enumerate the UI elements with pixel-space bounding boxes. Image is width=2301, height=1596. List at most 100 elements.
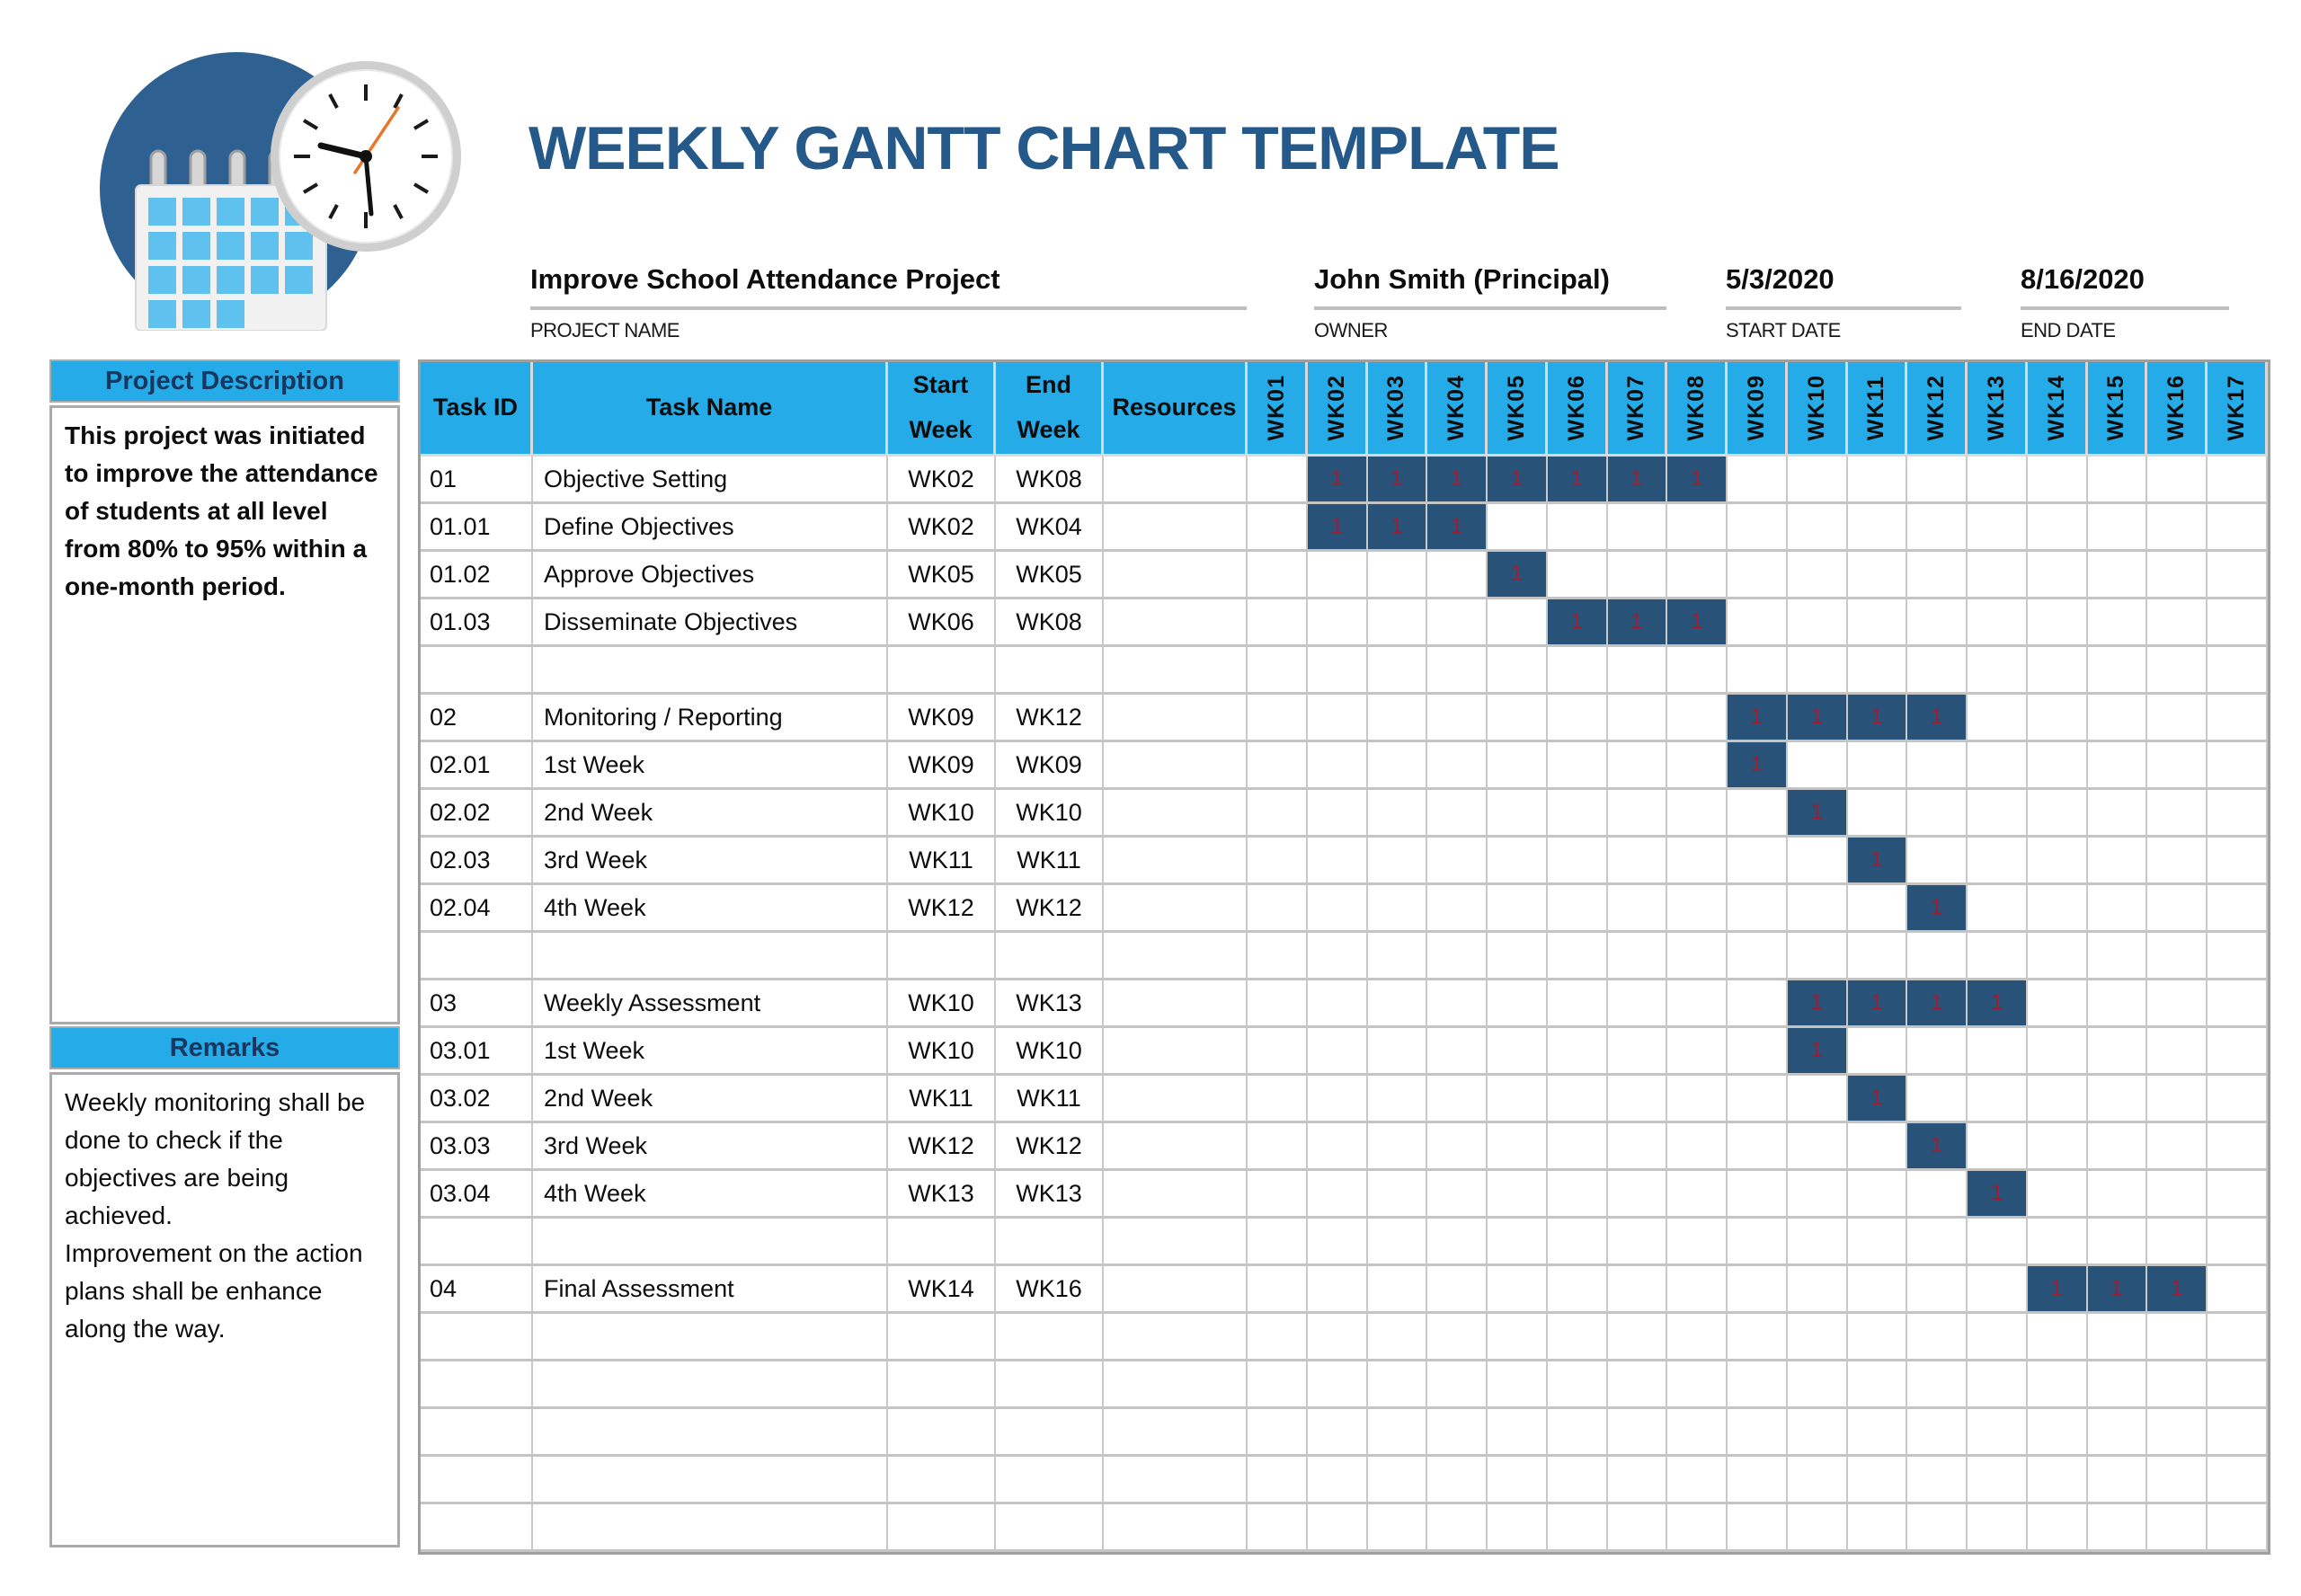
remarks-text: Weekly monitoring shall be done to check… bbox=[49, 1072, 400, 1547]
week-cell bbox=[1547, 1361, 1608, 1409]
week-cell bbox=[2208, 695, 2268, 742]
week-cell bbox=[2027, 1457, 2088, 1504]
week-cell bbox=[1427, 1076, 1488, 1123]
week-cell bbox=[1307, 1266, 1368, 1314]
end-week-cell: WK16 bbox=[996, 1266, 1104, 1314]
week-cell bbox=[1907, 1219, 1968, 1266]
week-cell bbox=[1968, 1266, 2028, 1314]
week-cell bbox=[1547, 790, 1608, 838]
week-cell bbox=[2027, 504, 2088, 552]
end-week-cell bbox=[996, 1409, 1104, 1457]
gantt-bar-cell: 1 bbox=[1607, 599, 1668, 647]
week-cell bbox=[2147, 1171, 2208, 1219]
task-id-cell: 02.04 bbox=[421, 885, 533, 933]
week-cell bbox=[1427, 647, 1488, 695]
owner-value: John Smith (Principal) bbox=[1314, 263, 1610, 295]
start-week-cell: WK10 bbox=[888, 790, 996, 838]
week-cell bbox=[1847, 1361, 1908, 1409]
week-header-wk09: WK09 bbox=[1728, 362, 1788, 457]
week-cell bbox=[2087, 1409, 2148, 1457]
week-cell bbox=[1488, 504, 1548, 552]
week-cell bbox=[1607, 933, 1668, 980]
week-cell bbox=[2208, 885, 2268, 933]
week-cell bbox=[1667, 1457, 1728, 1504]
week-cell bbox=[1248, 980, 1308, 1028]
resources-cell bbox=[1104, 1314, 1248, 1361]
week-cell bbox=[1427, 1266, 1488, 1314]
week-cell bbox=[1427, 1219, 1488, 1266]
task-id-cell bbox=[421, 647, 533, 695]
resources-cell bbox=[1104, 1123, 1248, 1171]
week-cell bbox=[1367, 1266, 1428, 1314]
week-cell bbox=[1787, 504, 1848, 552]
week-cell bbox=[1667, 1409, 1728, 1457]
week-cell bbox=[1367, 1171, 1428, 1219]
week-cell bbox=[1907, 1361, 1968, 1409]
week-cell bbox=[1607, 1457, 1668, 1504]
week-cell bbox=[1307, 647, 1368, 695]
end-week-cell bbox=[996, 1219, 1104, 1266]
week-cell bbox=[2087, 552, 2148, 599]
week-cell bbox=[1488, 695, 1548, 742]
week-cell bbox=[1667, 1123, 1728, 1171]
week-cell bbox=[1488, 838, 1548, 885]
week-cell bbox=[2208, 647, 2268, 695]
week-cell bbox=[2087, 647, 2148, 695]
week-cell bbox=[2087, 933, 2148, 980]
week-cell bbox=[1968, 695, 2028, 742]
week-cell bbox=[1907, 504, 1968, 552]
week-cell bbox=[2027, 1076, 2088, 1123]
week-cell bbox=[1307, 885, 1368, 933]
week-cell bbox=[2027, 838, 2088, 885]
week-cell bbox=[1248, 742, 1308, 790]
week-cell bbox=[1307, 742, 1368, 790]
week-cell bbox=[2208, 1076, 2268, 1123]
week-cell bbox=[1607, 1409, 1668, 1457]
owner-field: John Smith (Principal) OWNER bbox=[1314, 263, 1666, 342]
task-name-cell: 2nd Week bbox=[533, 1076, 888, 1123]
week-cell bbox=[1307, 933, 1368, 980]
week-cell bbox=[2027, 599, 2088, 647]
task-name-cell: 3rd Week bbox=[533, 1123, 888, 1171]
week-cell bbox=[1607, 790, 1668, 838]
task-id-cell: 03.02 bbox=[421, 1076, 533, 1123]
column-header-task-name: Task Name bbox=[533, 362, 888, 457]
task-id-cell: 02 bbox=[421, 695, 533, 742]
gantt-bar-cell: 1 bbox=[1367, 457, 1428, 504]
week-cell bbox=[1427, 838, 1488, 885]
week-cell bbox=[1728, 980, 1788, 1028]
week-cell bbox=[2147, 1219, 2208, 1266]
week-cell bbox=[1787, 838, 1848, 885]
task-name-cell: 1st Week bbox=[533, 742, 888, 790]
start-week-cell bbox=[888, 1504, 996, 1552]
gantt-bar-cell: 1 bbox=[1847, 695, 1908, 742]
week-cell bbox=[1847, 1219, 1908, 1266]
gantt-bar-cell: 1 bbox=[1907, 885, 1968, 933]
remarks-header: Remarks bbox=[49, 1026, 400, 1069]
week-cell bbox=[2087, 980, 2148, 1028]
week-cell bbox=[2147, 742, 2208, 790]
week-cell bbox=[2027, 1409, 2088, 1457]
week-cell bbox=[1248, 885, 1308, 933]
end-week-cell: WK10 bbox=[996, 1028, 1104, 1076]
resources-cell bbox=[1104, 1409, 1248, 1457]
week-cell bbox=[1728, 647, 1788, 695]
week-cell bbox=[1787, 933, 1848, 980]
week-cell bbox=[2087, 742, 2148, 790]
week-cell bbox=[2087, 1314, 2148, 1361]
owner-label: OWNER bbox=[1314, 319, 1388, 341]
week-cell bbox=[1248, 552, 1308, 599]
week-cell bbox=[1248, 1314, 1308, 1361]
week-cell bbox=[1367, 1028, 1428, 1076]
week-cell bbox=[1248, 1409, 1308, 1457]
project-name-value: Improve School Attendance Project bbox=[530, 263, 1000, 295]
week-cell bbox=[1968, 1219, 2028, 1266]
week-cell bbox=[2027, 695, 2088, 742]
week-cell bbox=[1847, 1409, 1908, 1457]
week-header-wk17: WK17 bbox=[2208, 362, 2268, 457]
week-cell bbox=[1968, 457, 2028, 504]
resources-cell bbox=[1104, 695, 1248, 742]
week-header-label: WK11 bbox=[1863, 375, 1889, 441]
week-cell bbox=[1547, 1171, 1608, 1219]
week-cell bbox=[1907, 1028, 1968, 1076]
